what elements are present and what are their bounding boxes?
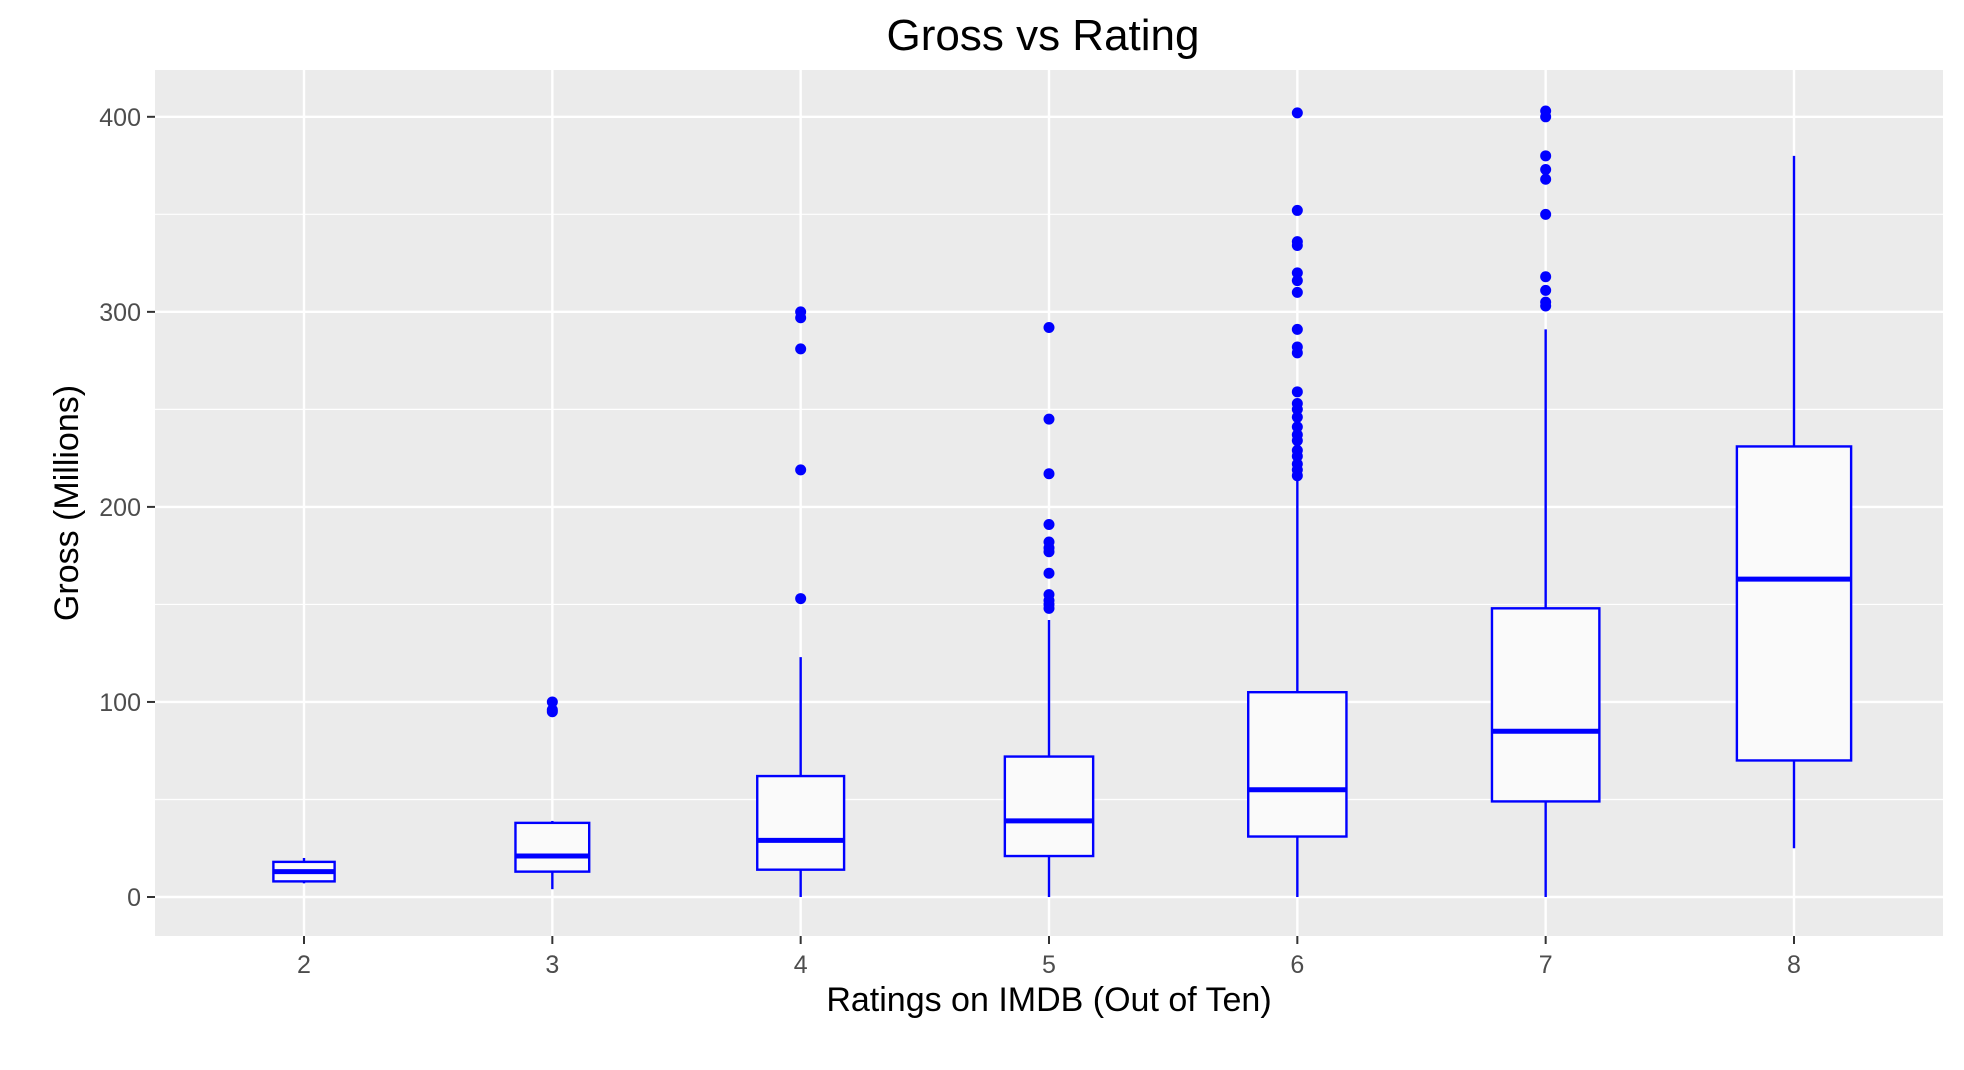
- outlier-point: [1043, 468, 1055, 480]
- outlier-point: [1291, 386, 1303, 398]
- x-tick-label: 4: [794, 951, 808, 979]
- outlier-point: [1540, 105, 1552, 117]
- y-axis-title: Gross (Millions): [48, 385, 86, 621]
- x-axis-title: Ratings on IMDB (Out of Ten): [826, 981, 1271, 1019]
- outlier-point: [1291, 444, 1303, 456]
- outlier-point: [1291, 429, 1303, 441]
- box-iqr: [1247, 690, 1348, 838]
- box-group: [1003, 321, 1095, 897]
- box-group: [1735, 155, 1853, 849]
- box-group: [272, 857, 336, 884]
- outlier-point: [1043, 589, 1055, 601]
- y-tick-label: 200: [99, 494, 141, 522]
- y-tick-label: 300: [99, 299, 141, 327]
- x-tick-label: 2: [297, 951, 311, 979]
- outlier-point: [1291, 107, 1303, 119]
- outlier-point: [1291, 204, 1303, 216]
- chart-title: Gross vs Rating: [887, 11, 1200, 60]
- outlier-point: [1291, 286, 1303, 298]
- outlier-point: [1540, 163, 1552, 175]
- x-tick-label: 5: [1042, 951, 1056, 979]
- outlier-point: [1291, 236, 1303, 248]
- outlier-point: [1291, 398, 1303, 410]
- box-group: [756, 306, 846, 897]
- outlier-point: [1291, 323, 1303, 335]
- outlier-point: [546, 696, 558, 708]
- outlier-point: [1291, 267, 1303, 279]
- outlier-point: [1291, 411, 1303, 423]
- outlier-point: [795, 593, 807, 605]
- box-iqr: [756, 774, 846, 871]
- y-tick-label: 400: [99, 104, 141, 132]
- y-tick-label: 0: [127, 884, 141, 912]
- box-iqr: [1490, 607, 1601, 803]
- outlier-point: [795, 464, 807, 476]
- outlier-point: [1291, 341, 1303, 353]
- outlier-point: [1043, 518, 1055, 530]
- outlier-point: [1540, 271, 1552, 283]
- x-tick-label: 6: [1290, 951, 1304, 979]
- outlier-point: [1043, 536, 1055, 548]
- box-group: [1247, 107, 1348, 897]
- outlier-point: [1043, 321, 1055, 333]
- box-group: [1490, 105, 1601, 897]
- y-tick-label: 100: [99, 689, 141, 717]
- outlier-point: [1540, 284, 1552, 296]
- outlier-point: [795, 343, 807, 355]
- outlier-point: [1540, 208, 1552, 220]
- box-iqr: [1735, 445, 1853, 762]
- x-tick-label: 8: [1787, 951, 1801, 979]
- axis-ticks: 0 100 200 300 400 2 3 4 5 6 7 8: [99, 104, 1801, 979]
- x-tick-label: 7: [1539, 951, 1553, 979]
- outlier-point: [795, 306, 807, 318]
- box-group: [514, 696, 591, 890]
- box-iqr: [514, 821, 591, 873]
- outlier-point: [1540, 173, 1552, 185]
- outlier-point: [1291, 275, 1303, 287]
- outlier-point: [1043, 567, 1055, 579]
- outlier-point: [1540, 150, 1552, 162]
- outlier-point: [1291, 458, 1303, 470]
- outlier-point: [1043, 413, 1055, 425]
- box-iqr: [1003, 755, 1095, 858]
- box-series: [272, 105, 1853, 897]
- outlier-point: [1540, 296, 1552, 308]
- outlier-point: [546, 704, 558, 716]
- x-tick-label: 3: [545, 951, 559, 979]
- outlier-point: [1291, 421, 1303, 433]
